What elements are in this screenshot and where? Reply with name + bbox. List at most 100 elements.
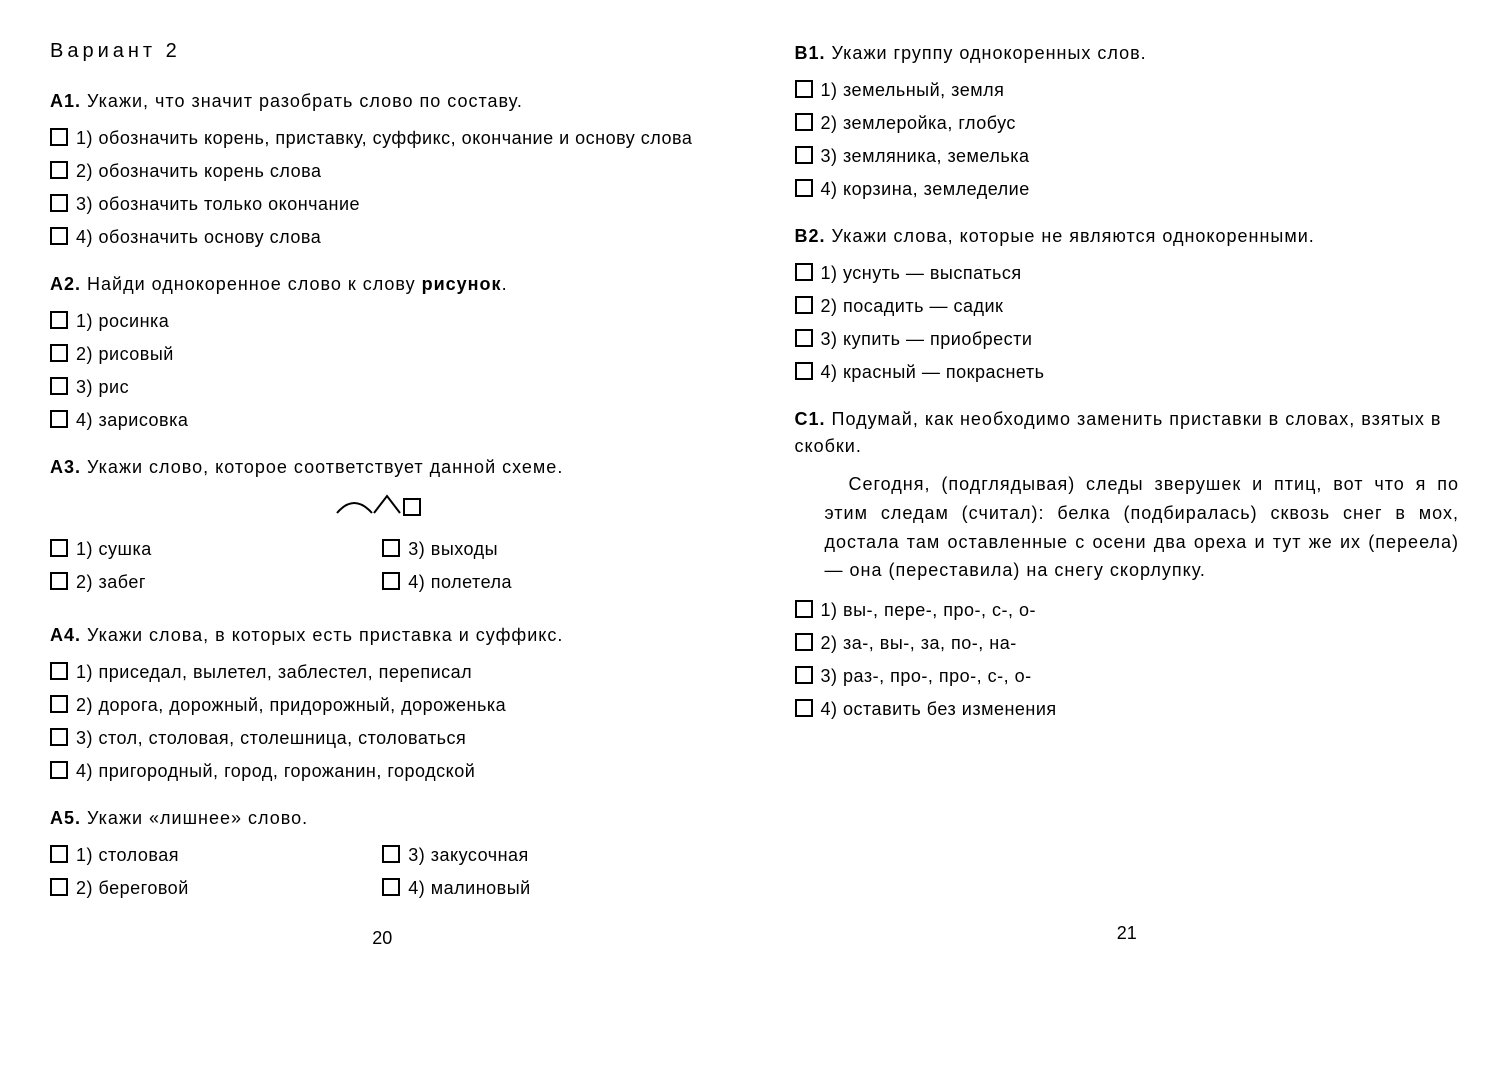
option-text: 2) землеройка, глобус — [821, 110, 1016, 137]
question-a3-text: А3. Укажи слово, которое соответствует д… — [50, 454, 715, 481]
question-a1-text: А1. Укажи, что значит разобрать слово по… — [50, 88, 715, 115]
checkbox-icon[interactable] — [50, 539, 68, 557]
checkbox-icon[interactable] — [795, 666, 813, 684]
question-b2-label: В2. — [795, 226, 826, 246]
checkbox-icon[interactable] — [50, 572, 68, 590]
option-b1-1: 1) земельный, земля — [795, 77, 1460, 104]
question-a5-text: А5. Укажи «лишнее» слово. — [50, 805, 715, 832]
checkbox-icon[interactable] — [50, 194, 68, 212]
question-a4-options: 1) приседал, вылетел, заблестел, перепис… — [50, 659, 715, 785]
question-a4-label: А4. — [50, 625, 81, 645]
option-text: 1) сушка — [76, 536, 152, 563]
option-c1-3: 3) раз-, про-, про-, с-, о- — [795, 663, 1460, 690]
option-text: 1) приседал, вылетел, заблестел, перепис… — [76, 659, 472, 686]
option-text: 4) полетела — [408, 569, 512, 596]
option-a2-1: 1) росинка — [50, 308, 715, 335]
option-b2-4: 4) красный — покраснеть — [795, 359, 1460, 386]
question-a2-suffix: . — [502, 274, 508, 294]
checkbox-icon[interactable] — [50, 161, 68, 179]
option-text: 4) красный — покраснеть — [821, 359, 1045, 386]
right-column: В1. Укажи группу однокоренных слов. 1) з… — [795, 40, 1460, 949]
question-c1-options: 1) вы-, пере-, про-, с-, о- 2) за-, вы-,… — [795, 597, 1460, 723]
checkbox-icon[interactable] — [50, 845, 68, 863]
question-b1-body: Укажи группу однокоренных слов. — [832, 43, 1147, 63]
option-text: 1) вы-, пере-, про-, с-, о- — [821, 597, 1037, 624]
checkbox-icon[interactable] — [795, 146, 813, 164]
question-a3-options: 1) сушка 2) забег 3) выходы 4) полетела — [50, 536, 715, 602]
question-a5-label: А5. — [50, 808, 81, 828]
option-text: 3) купить — приобрести — [821, 326, 1033, 353]
checkbox-icon[interactable] — [50, 695, 68, 713]
question-a1-label: А1. — [50, 91, 81, 111]
option-text: 3) выходы — [408, 536, 498, 563]
checkbox-icon[interactable] — [50, 311, 68, 329]
option-b2-2: 2) посадить — садик — [795, 293, 1460, 320]
question-a2-label: А2. — [50, 274, 81, 294]
checkbox-icon[interactable] — [382, 878, 400, 896]
question-b2-text: В2. Укажи слова, которые не являются одн… — [795, 223, 1460, 250]
option-a2-2: 2) рисовый — [50, 341, 715, 368]
question-c1-passage: Сегодня, (подглядывая) следы зверушек и … — [795, 470, 1460, 585]
checkbox-icon[interactable] — [50, 410, 68, 428]
left-column: Вариант 2 А1. Укажи, что значит разобрат… — [50, 40, 715, 949]
option-a2-3: 3) рис — [50, 374, 715, 401]
option-a4-1: 1) приседал, вылетел, заблестел, перепис… — [50, 659, 715, 686]
checkbox-icon[interactable] — [795, 263, 813, 281]
checkbox-icon[interactable] — [50, 728, 68, 746]
option-text: 2) забег — [76, 569, 146, 596]
checkbox-icon[interactable] — [50, 344, 68, 362]
option-a5-2: 2) береговой — [50, 875, 382, 902]
checkbox-icon[interactable] — [50, 761, 68, 779]
option-text: 3) земляника, земелька — [821, 143, 1030, 170]
morpheme-scheme — [50, 491, 715, 524]
checkbox-icon[interactable] — [795, 600, 813, 618]
checkbox-icon[interactable] — [795, 633, 813, 651]
option-text: 1) земельный, земля — [821, 77, 1005, 104]
option-c1-4: 4) оставить без изменения — [795, 696, 1460, 723]
checkbox-icon[interactable] — [795, 329, 813, 347]
option-a5-3: 3) закусочная — [382, 842, 714, 869]
question-a5-body: Укажи «лишнее» слово. — [87, 808, 308, 828]
checkbox-icon[interactable] — [382, 572, 400, 590]
checkbox-icon[interactable] — [50, 878, 68, 896]
option-text: 3) рис — [76, 374, 129, 401]
checkbox-icon[interactable] — [795, 362, 813, 380]
checkbox-icon[interactable] — [795, 113, 813, 131]
option-text: 1) росинка — [76, 308, 169, 335]
question-c1-text: С1. Подумай, как необходимо заменить при… — [795, 406, 1460, 460]
checkbox-icon[interactable] — [50, 227, 68, 245]
checkbox-icon[interactable] — [382, 845, 400, 863]
checkbox-icon[interactable] — [795, 179, 813, 197]
question-c1: С1. Подумай, как необходимо заменить при… — [795, 406, 1460, 723]
question-a1: А1. Укажи, что значит разобрать слово по… — [50, 88, 715, 251]
options-col-left: 1) столовая 2) береговой — [50, 842, 382, 908]
checkbox-icon[interactable] — [795, 80, 813, 98]
option-a1-1: 1) обозначить корень, приставку, суффикс… — [50, 125, 715, 152]
checkbox-icon[interactable] — [50, 662, 68, 680]
question-a3-body: Укажи слово, которое соответствует данно… — [87, 457, 563, 477]
question-a1-body: Укажи, что значит разобрать слово по сос… — [87, 91, 523, 111]
question-a5: А5. Укажи «лишнее» слово. 1) столовая 2)… — [50, 805, 715, 908]
option-text: 3) закусочная — [408, 842, 529, 869]
question-b1-label: В1. — [795, 43, 826, 63]
checkbox-icon[interactable] — [795, 699, 813, 717]
question-c1-label: С1. — [795, 409, 826, 429]
scheme-icon — [332, 491, 432, 519]
option-a5-4: 4) малиновый — [382, 875, 714, 902]
checkbox-icon[interactable] — [795, 296, 813, 314]
option-a3-2: 2) забег — [50, 569, 382, 596]
checkbox-icon[interactable] — [50, 128, 68, 146]
option-a1-4: 4) обозначить основу слова — [50, 224, 715, 251]
option-text: 2) обозначить корень слова — [76, 158, 322, 185]
checkbox-icon[interactable] — [50, 377, 68, 395]
option-text: 4) пригородный, город, горожанин, городс… — [76, 758, 475, 785]
question-a2-bold: рисунок — [422, 274, 502, 294]
option-text: 4) оставить без изменения — [821, 696, 1057, 723]
checkbox-icon[interactable] — [382, 539, 400, 557]
option-b1-3: 3) земляника, земелька — [795, 143, 1460, 170]
option-text: 2) рисовый — [76, 341, 174, 368]
question-b1: В1. Укажи группу однокоренных слов. 1) з… — [795, 40, 1460, 203]
question-b2-options: 1) уснуть — выспаться 2) посадить — сади… — [795, 260, 1460, 386]
question-b1-options: 1) земельный, земля 2) землеройка, глобу… — [795, 77, 1460, 203]
option-text: 2) дорога, дорожный, придорожный, дороже… — [76, 692, 506, 719]
